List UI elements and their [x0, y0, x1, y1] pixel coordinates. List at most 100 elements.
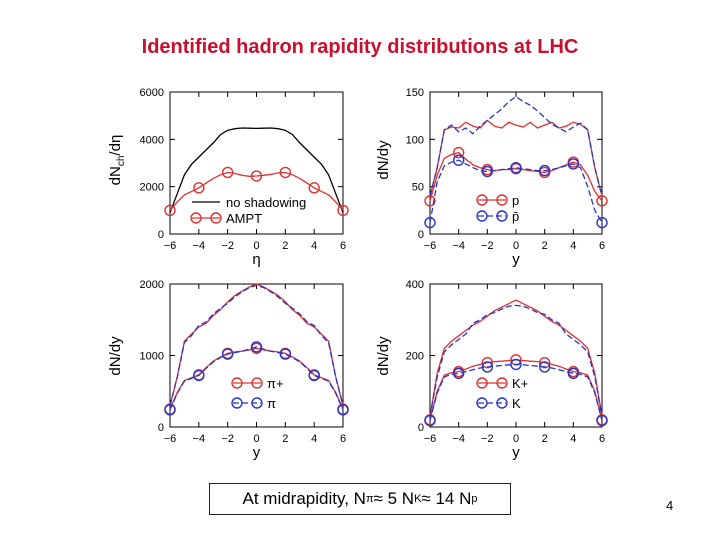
chart-bottom-left-marker: [164, 404, 176, 416]
chart-top-right-xtick-label: −2: [481, 240, 494, 252]
chart-bottom-right-xtick-label: −2: [481, 433, 494, 445]
chart-top-right-marker: [452, 154, 465, 166]
chart-bottom-left-xtick-label: −2: [221, 433, 234, 445]
chart-bottom-right-xtick-label: −6: [424, 433, 437, 445]
chart-top-left-legend-marker: [190, 212, 202, 224]
chart-bottom-left-xlabel: y: [253, 444, 261, 461]
chart-top-right-marker: [424, 216, 436, 229]
chart-top-right-marker: [596, 195, 608, 207]
chart-bottom-left-legend-label: π+: [267, 376, 284, 391]
chart-top-right-xtick-label: −4: [452, 240, 465, 252]
chart-bottom-left-series-line-0: [169, 283, 344, 406]
chart-top-right-marker: [452, 146, 465, 159]
chart-top-left-xtick-label: −4: [193, 240, 206, 252]
chart-bottom-left-marker: [337, 404, 349, 416]
chart-top-left-legend-label: AMPT: [226, 211, 262, 226]
chart-top-right-xtick-label: −6: [424, 240, 437, 252]
page-number: 4: [666, 498, 674, 513]
chart-top-left-marker: [337, 204, 349, 217]
chart-bottom-right-marker: [481, 356, 494, 369]
chart-top-left-xtick-label: 2: [282, 240, 288, 252]
chart-top-left-xtick-label: −6: [164, 240, 177, 252]
caption-pi-sub: π: [365, 493, 374, 505]
chart-top-right-xlabel: y: [512, 251, 520, 268]
chart-bottom-left-frame: [169, 283, 344, 428]
caption-k-sub: K: [414, 493, 422, 505]
chart-top-right-marker: [567, 158, 580, 170]
chart-top-right-series-line-3: [429, 159, 603, 223]
chart-bottom-left-legend-marker: [231, 377, 243, 389]
chart-bottom-left-series-line-1: [169, 284, 344, 406]
chart-top-left-marker: [221, 166, 234, 179]
chart-bottom-right-marker: [510, 358, 522, 371]
chart-top-left-xtick-label: −2: [221, 240, 234, 252]
chart-top-right-ytick-label: 0: [418, 229, 424, 241]
chart-top-right-legend-marker: [476, 210, 488, 222]
chart-top-left-marker: [308, 182, 320, 194]
chart-bottom-right-ytick-label: 0: [418, 422, 424, 434]
chart-top-right-xtick-label: 6: [599, 240, 605, 252]
chart-bottom-right-marker: [424, 414, 436, 427]
chart-top-right-ytick-label: 100: [406, 134, 424, 146]
chart-top-left-ytick-label: 0: [158, 229, 164, 241]
chart-bottom-right-legend-label: K+: [512, 376, 528, 391]
chart-bottom-left-xtick-label: −6: [164, 433, 177, 445]
chart-top-right-marker: [596, 216, 608, 229]
chart-bottom-left-legend-label: π: [267, 396, 276, 411]
chart-top-left-marker: [164, 204, 176, 217]
chart-bottom-left-xtick-label: 0: [253, 433, 259, 445]
chart-top-right-xtick-label: 0: [513, 240, 519, 252]
chart-top-right-ytick-label: 50: [412, 182, 424, 194]
chart-bottom-right-ytick-label: 400: [406, 279, 424, 291]
chart-bottom-right-xtick-label: −4: [452, 433, 465, 445]
chart-bottom-left-legend-marker: [251, 397, 263, 409]
chart-bottom-left-xtick-label: −4: [193, 433, 206, 445]
caption-prefix: At midrapidity, N: [242, 489, 366, 508]
chart-top-right-ylabel: dN/dy: [375, 140, 392, 180]
chart-bottom-right-ytick-label: 200: [406, 351, 424, 363]
chart-bottom-left-marker: [221, 348, 234, 360]
chart-bottom-right-legend-marker: [496, 397, 508, 409]
chart-bottom-left-marker: [308, 369, 320, 382]
chart-bottom-right-marker: [538, 356, 551, 369]
chart-top-right-legend-marker: [476, 194, 488, 206]
chart-bottom-right-xtick-label: 6: [599, 433, 605, 445]
chart-bottom-left-xtick-label: 6: [340, 433, 346, 445]
chart-top-left-legend-marker: [210, 212, 222, 224]
chart-top-left-ylabel: dNch/dη: [107, 135, 127, 186]
chart-bottom-left-marker: [250, 341, 263, 353]
chart-top-left-series-line-0: [169, 127, 344, 213]
chart-bottom-left-legend-marker: [231, 397, 243, 409]
chart-bottom-left-xtick-label: 2: [282, 433, 288, 445]
chart-bottom-right-marker: [596, 414, 608, 427]
chart-bottom-right-legend-label: K: [512, 396, 521, 411]
chart-top-left-marker: [193, 182, 205, 194]
chart-bottom-left-marker: [193, 369, 205, 382]
chart-top-right-series-line-1: [429, 95, 603, 197]
chart-bottom-right-series-line-3: [429, 363, 603, 421]
chart-bottom-right-marker: [452, 367, 465, 380]
chart-bottom-left-legend-marker: [251, 377, 263, 389]
caption-p-sub: p: [471, 493, 478, 505]
chart-top-left-legend-label: no shadowing: [226, 195, 306, 210]
chart-bottom-right-legend-marker: [476, 377, 488, 389]
chart-top-right-series-line-2: [429, 151, 603, 202]
caption-approx1: ≈ 5 N: [373, 489, 415, 508]
chart-bottom-right-marker: [538, 361, 551, 373]
chart-top-right-marker: [481, 165, 494, 178]
chart-bottom-right-xtick-label: 2: [542, 433, 548, 445]
caption-approx2: ≈ 14 N: [421, 489, 472, 508]
chart-bottom-right-marker: [567, 367, 580, 380]
chart-bottom-left-ytick-label: 1000: [140, 351, 164, 363]
chart-top-left-xtick-label: 4: [311, 240, 317, 252]
chart-bottom-right-series-line-1: [429, 304, 603, 417]
chart-top-right-xtick-label: 2: [542, 240, 548, 252]
chart-top-right-legend-marker: [496, 194, 508, 206]
chart-bottom-left-ytick-label: 0: [158, 422, 164, 434]
chart-top-right-legend-label: p̄: [512, 209, 519, 224]
chart-bottom-left-xtick-label: 4: [311, 433, 317, 445]
chart-bottom-right-series-line-0: [429, 299, 603, 417]
chart-top-left-ytick-label: 4000: [140, 134, 164, 146]
chart-bottom-left-series-line-3: [169, 346, 344, 411]
